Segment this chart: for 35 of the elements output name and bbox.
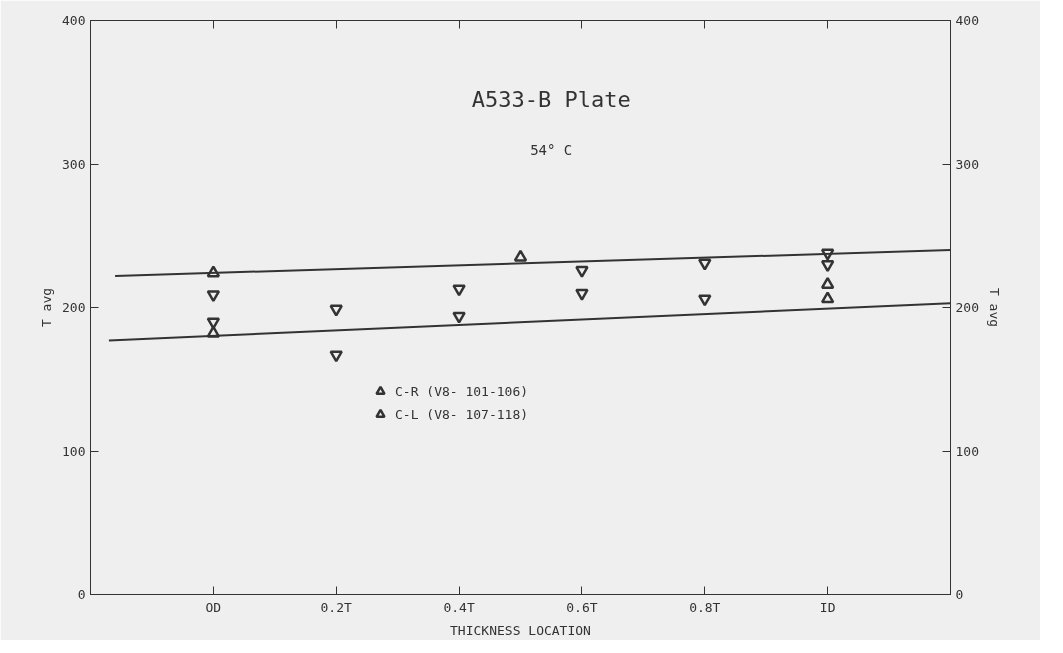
legend-label: C-R (V8- 101-106) <box>395 383 529 399</box>
point <box>698 294 712 307</box>
y2-tick-label: 400 <box>955 13 979 28</box>
x-tick-label: ID <box>819 599 836 615</box>
point <box>575 265 589 278</box>
text: 54° C <box>530 142 573 159</box>
point <box>820 260 835 273</box>
y2-axis-title: T avg <box>986 287 1002 328</box>
y-tick-label: 0 <box>77 587 86 602</box>
point <box>698 258 712 271</box>
point <box>452 311 466 324</box>
y2-tick-label: 200 <box>955 300 979 315</box>
x-tick-label: 0.2T <box>320 599 353 615</box>
y2-tick-label: 0 <box>955 587 964 602</box>
point <box>329 350 343 363</box>
legend-label: C-L (V8- 107-118) <box>395 406 529 422</box>
y-tick-label: 300 <box>62 156 86 172</box>
point <box>820 248 835 261</box>
point <box>206 317 221 330</box>
x-axis-title: THICKNESS LOCATION <box>450 622 591 638</box>
point <box>206 290 221 303</box>
x-tick-label: 0.4T <box>443 599 475 615</box>
x-tick-label: 0.6T <box>566 599 598 615</box>
x-tick-label: 0.8T <box>689 599 721 615</box>
y2-tick-label: 100 <box>955 443 979 459</box>
y-tick-label: 400 <box>62 13 86 28</box>
point <box>329 304 343 317</box>
y-tick-label: 200 <box>62 300 86 315</box>
x-tick-label: OD <box>205 599 222 615</box>
y2-tick-label: 300 <box>955 156 979 172</box>
y-axis-title: T avg <box>39 287 55 328</box>
point <box>452 284 466 297</box>
text: A533-B Plate <box>471 87 631 113</box>
y-tick-label: 100 <box>62 443 86 459</box>
point <box>575 288 589 301</box>
